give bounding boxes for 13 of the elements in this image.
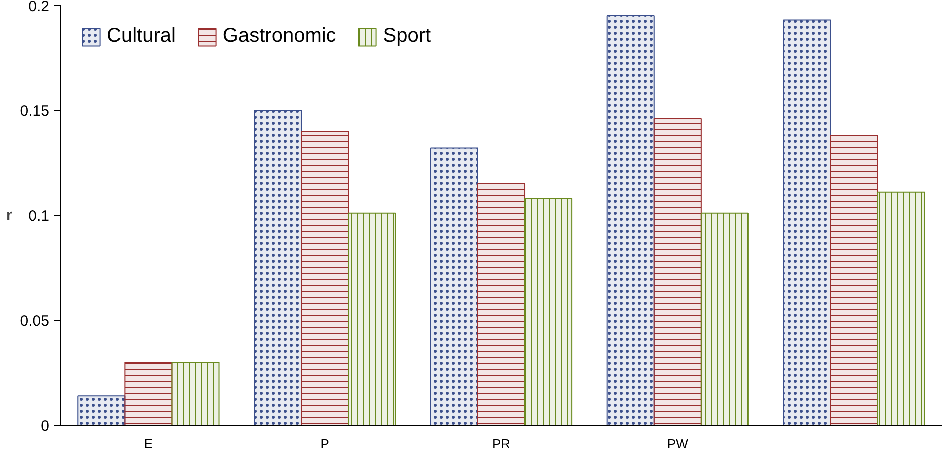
y-tick-label: 0.05 — [20, 313, 50, 330]
legend-label: Gastronomic — [222, 25, 336, 48]
legend-label: Sport — [383, 25, 432, 48]
x-tick-label: PW — [667, 436, 690, 452]
y-tick-label: 0.15 — [20, 103, 50, 120]
y-tick-label: 0 — [41, 418, 50, 435]
y-tick-label: 0.1 — [28, 208, 50, 225]
x-tick-label: E — [144, 436, 154, 452]
legend-label: Cultural — [107, 25, 176, 48]
x-tick-label: P — [320, 436, 330, 452]
y-tick-label: 0.2 — [28, 0, 50, 16]
x-tick-label: PR — [492, 436, 511, 452]
y-axis-title: r — [6, 207, 12, 224]
